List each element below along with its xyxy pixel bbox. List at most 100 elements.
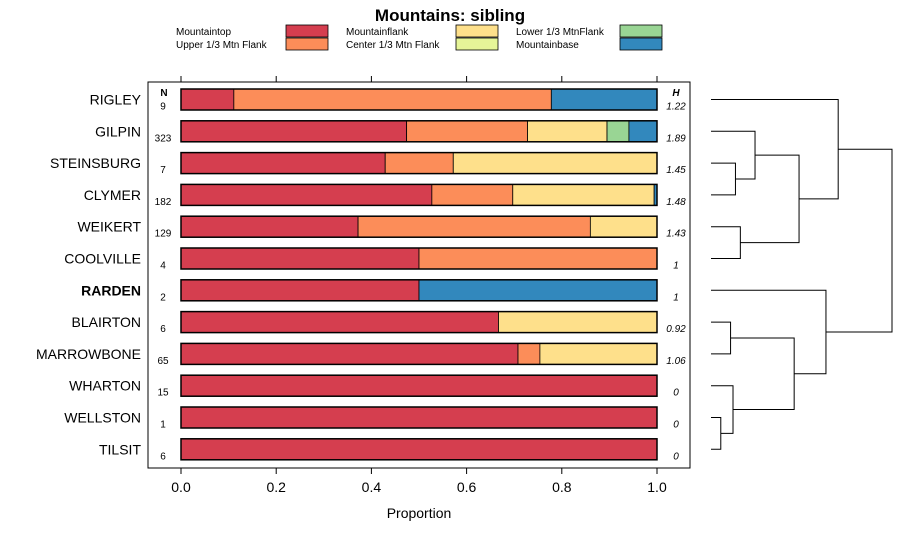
row-label: TILSIT bbox=[99, 441, 141, 457]
legend-swatch bbox=[285, 24, 329, 38]
bar-row: RIGLEY 9 1.22 bbox=[90, 88, 686, 113]
x-axis: 0.0 0.2 0.4 0.6 0.8 1.0 bbox=[171, 76, 667, 495]
dendrogram-branch bbox=[711, 130, 756, 180]
bar-outline bbox=[180, 279, 658, 302]
bar-segment bbox=[180, 279, 420, 302]
bar-row: WHARTON 15 0 bbox=[69, 374, 679, 399]
bar-segment bbox=[628, 120, 658, 143]
bar-segment bbox=[512, 183, 655, 206]
legend-swatch bbox=[455, 24, 499, 38]
n-value: 4 bbox=[160, 261, 166, 272]
bar-outline bbox=[180, 342, 658, 366]
bar-segment bbox=[452, 152, 658, 175]
rows: N H RIGLEY 9 1.22 GILPIN 323 1.89 STEINSBURG 7 1.4… bbox=[36, 88, 686, 462]
row-label: COOLVILLE bbox=[64, 251, 141, 267]
dendrogram-branch bbox=[711, 162, 736, 196]
bar-row: MARROWBONE 65 1.06 bbox=[36, 342, 686, 367]
n-value: 15 bbox=[157, 388, 169, 399]
legend-swatch bbox=[455, 37, 499, 51]
bar-segment bbox=[384, 152, 454, 175]
bar-segment bbox=[357, 215, 591, 238]
bar-segment bbox=[550, 88, 658, 111]
dendrogram-branch bbox=[711, 321, 732, 355]
h-value: 1 bbox=[673, 292, 679, 303]
dendrogram-branch bbox=[711, 385, 734, 434]
dendrogram-branch bbox=[711, 417, 722, 450]
bar-segment bbox=[180, 438, 658, 461]
h-value: 1.45 bbox=[666, 165, 686, 176]
legend: Mountaintop Upper 1/3 Mtn Flank Mountainfl… bbox=[176, 24, 663, 51]
h-value: 1.06 bbox=[666, 356, 686, 367]
bar-segment bbox=[180, 183, 433, 206]
n-value: 1 bbox=[160, 420, 166, 431]
h-value: 1.48 bbox=[666, 197, 686, 208]
bar-row: RARDEN 2 1 bbox=[81, 279, 679, 303]
row-label: BLAIRTON bbox=[71, 314, 141, 330]
bar-row: WEIKERT 129 1.43 bbox=[77, 215, 686, 240]
dendrogram bbox=[711, 99, 893, 450]
bar-segment bbox=[180, 342, 519, 365]
bar-row: STEINSBURG 7 1.45 bbox=[50, 151, 686, 176]
h-value: 0 bbox=[673, 388, 679, 399]
dendrogram-branch bbox=[711, 289, 827, 375]
bar-segment bbox=[180, 374, 658, 397]
bar-outline bbox=[180, 406, 658, 429]
n-column-header: N bbox=[160, 88, 167, 99]
legend-label: Mountainbase bbox=[516, 40, 579, 51]
bar-segment bbox=[180, 406, 658, 429]
row-label: WHARTON bbox=[69, 378, 141, 394]
h-value: 0 bbox=[673, 420, 679, 431]
n-value: 2 bbox=[160, 292, 166, 303]
bar-row: CLYMER 182 1.48 bbox=[84, 183, 686, 208]
bar-outline bbox=[180, 88, 658, 111]
h-value: 1 bbox=[673, 261, 679, 272]
bar-segment bbox=[498, 311, 658, 334]
legend-label: Lower 1/3 MtnFlank bbox=[516, 27, 605, 38]
n-value: 6 bbox=[160, 451, 166, 462]
bar-segment bbox=[527, 120, 608, 143]
bar-segment bbox=[589, 215, 658, 238]
h-value: 0 bbox=[673, 451, 679, 462]
bar-outline bbox=[180, 438, 658, 461]
legend-label: Mountainflank bbox=[346, 27, 409, 38]
bar-outline bbox=[180, 247, 658, 270]
bar-row: COOLVILLE 4 1 bbox=[64, 247, 679, 272]
legend-label: Mountaintop bbox=[176, 27, 231, 38]
bar-segment bbox=[180, 215, 359, 238]
bar-segment bbox=[431, 183, 514, 206]
h-value: 1.89 bbox=[666, 133, 686, 144]
x-tick-label: 0.0 bbox=[171, 479, 191, 495]
x-tick-label: 0.8 bbox=[552, 479, 572, 495]
row-label: RIGLEY bbox=[90, 92, 142, 108]
x-tick-label: 0.4 bbox=[362, 479, 382, 495]
h-value: 0.92 bbox=[666, 324, 686, 335]
x-axis-label: Proportion bbox=[387, 505, 452, 521]
legend-swatch bbox=[619, 24, 663, 38]
row-label: MARROWBONE bbox=[36, 346, 141, 362]
bar-segment bbox=[517, 342, 541, 365]
legend-swatch bbox=[619, 37, 663, 51]
row-label: WEIKERT bbox=[77, 219, 141, 235]
n-value: 129 bbox=[155, 229, 172, 240]
n-value: 6 bbox=[160, 324, 166, 335]
bar-outline bbox=[180, 215, 658, 238]
bar-segment bbox=[418, 279, 658, 302]
bar-segment bbox=[180, 311, 499, 334]
bar-segment bbox=[180, 152, 386, 175]
dendrogram-branch bbox=[711, 226, 741, 259]
row-label: STEINSBURG bbox=[50, 155, 141, 171]
bar-segment bbox=[180, 120, 408, 143]
bar-row: WELLSTON 1 0 bbox=[64, 406, 679, 431]
bar-segment bbox=[418, 247, 658, 270]
bar-segment bbox=[233, 88, 552, 111]
row-label: RARDEN bbox=[81, 282, 141, 298]
h-value: 1.43 bbox=[666, 229, 686, 240]
bar-segment bbox=[180, 247, 420, 270]
bar-segment bbox=[606, 120, 630, 143]
bar-outline bbox=[180, 120, 658, 143]
n-value: 182 bbox=[155, 197, 172, 208]
n-value: 65 bbox=[157, 356, 169, 367]
row-label: CLYMER bbox=[84, 187, 141, 203]
row-label: WELLSTON bbox=[64, 410, 141, 426]
